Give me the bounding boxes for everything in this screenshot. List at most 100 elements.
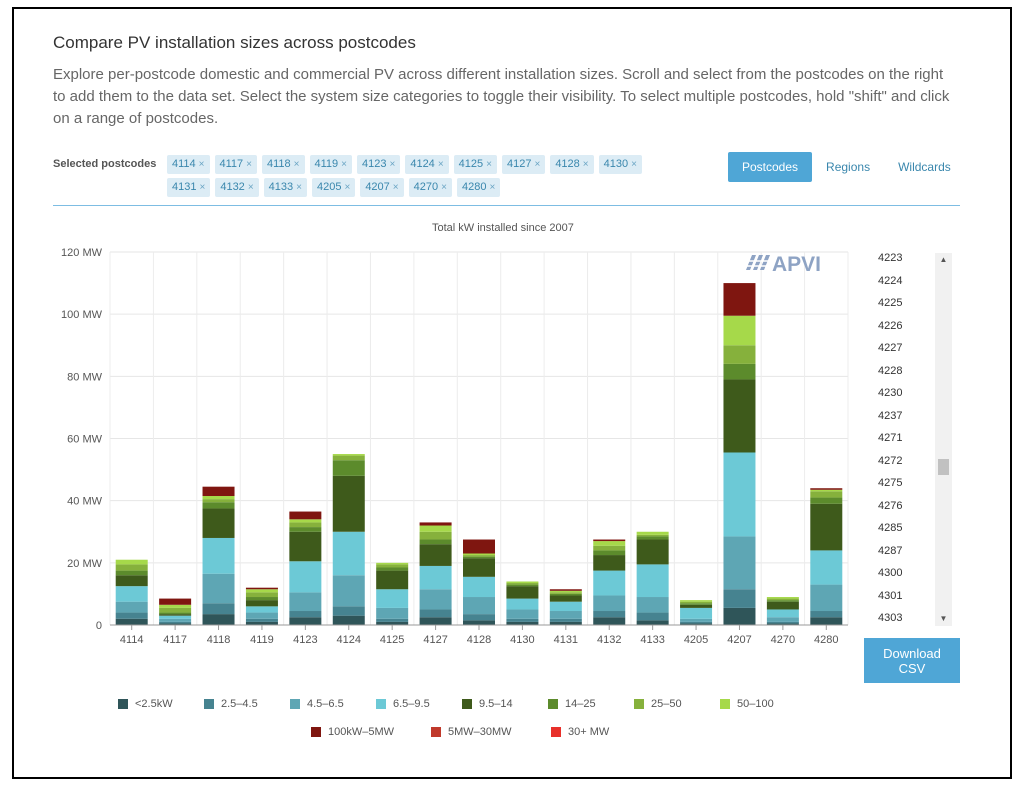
legend-item[interactable]: 30+ MW [551, 726, 621, 738]
postcode-list-item[interactable]: 4228 [878, 364, 903, 377]
x-tick-label: 4128 [467, 634, 491, 646]
bar-segment [202, 486, 235, 497]
postcode-list-item[interactable]: 4275 [878, 477, 903, 489]
postcode-chip-4117[interactable]: 4117 × [214, 155, 257, 174]
tab-postcodes[interactable]: Postcodes [728, 152, 813, 182]
postcode-list-item[interactable]: 4301 [878, 589, 903, 602]
apvi-watermark-text: APVI [772, 253, 821, 276]
postcode-chip-4270[interactable]: 4270 × [408, 178, 452, 197]
remove-icon[interactable]: × [341, 159, 347, 170]
legend-item[interactable]: 50–100 [720, 698, 806, 710]
legend-item[interactable]: 25–50 [634, 698, 720, 710]
bar-stack-4117 [159, 598, 192, 625]
tab-wildcards[interactable]: Wildcards [898, 160, 951, 174]
x-tick-label: 4117 [163, 634, 187, 646]
chart-bars [115, 283, 843, 625]
postcode-list-item[interactable]: 4227 [878, 342, 903, 354]
remove-icon[interactable]: × [199, 182, 206, 193]
postcode-chip-4124[interactable]: 4124 × [405, 155, 449, 174]
remove-icon[interactable]: × [344, 182, 351, 193]
postcode-list-item[interactable]: 4237 [878, 409, 903, 422]
bar-segment [766, 597, 799, 599]
postcode-list-item[interactable]: 4287 [878, 544, 903, 557]
bar-segment [593, 541, 626, 546]
postcode-list-scrollbar[interactable]: ▲ ▼ [935, 253, 952, 626]
remove-icon[interactable]: × [582, 159, 589, 170]
x-tick-label: 4125 [380, 634, 404, 646]
postcode-chip-4132[interactable]: 4132 × [215, 178, 259, 197]
bar-segment [289, 519, 322, 523]
legend-item[interactable]: 4.5–6.5 [290, 698, 376, 710]
postcode-chip-4131[interactable]: 4131 × [167, 178, 211, 197]
bar-segment [289, 611, 322, 618]
postcode-chip-4207[interactable]: 4207 × [360, 178, 404, 197]
bar-stack-4125 [376, 562, 409, 625]
triangle-down-icon[interactable]: ▼ [939, 614, 948, 623]
postcode-list-item[interactable]: 4224 [878, 274, 903, 287]
postcode-chip-4130[interactable]: 4130 × [598, 155, 642, 174]
postcode-list-item[interactable]: 4272 [878, 454, 903, 467]
bar-segment [636, 539, 669, 565]
legend-item[interactable]: <2.5kW [118, 698, 204, 710]
bar-segment [159, 612, 192, 615]
legend-label: 5MW–30MW [448, 726, 512, 738]
legend-item[interactable]: 14–25 [548, 698, 634, 710]
remove-icon[interactable]: × [486, 159, 492, 170]
postcode-chip-4125[interactable]: 4125 × [453, 155, 497, 174]
postcode-list-item[interactable]: 4271 [878, 432, 903, 444]
remove-icon[interactable]: × [392, 182, 399, 193]
legend-swatch [290, 699, 300, 709]
legend-item[interactable]: 5MW–30MW [431, 726, 551, 738]
postcode-list-item[interactable]: 4225 [878, 297, 903, 309]
remove-icon[interactable]: × [246, 159, 252, 170]
bar-segment [766, 601, 799, 610]
postcode-list-item[interactable]: 4303 [878, 612, 903, 624]
chip-label: 4123 [362, 158, 387, 170]
bar-segment [202, 496, 235, 500]
triangle-up-icon[interactable]: ▲ [939, 255, 948, 264]
remove-icon[interactable]: × [437, 159, 444, 170]
postcode-list-item[interactable]: 4223 [878, 252, 903, 264]
scrollbar-thumb[interactable] [938, 459, 949, 475]
bar-stack-4119 [245, 587, 278, 625]
postcode-chip-4205[interactable]: 4205 × [311, 178, 356, 197]
remove-icon[interactable]: × [293, 159, 300, 170]
postcode-chip-4123[interactable]: 4123 × [357, 155, 401, 174]
remove-icon[interactable]: × [296, 182, 302, 193]
remove-icon[interactable]: × [389, 159, 396, 170]
remove-icon[interactable]: × [198, 159, 205, 170]
tab-regions[interactable]: Regions [826, 160, 871, 174]
chip-label: 4132 [220, 181, 245, 193]
postcode-list-item[interactable]: 4285 [878, 522, 903, 534]
remove-icon[interactable]: × [247, 182, 254, 193]
postcode-chip-4280[interactable]: 4280 × [456, 178, 501, 197]
postcode-chip-4128[interactable]: 4128 × [550, 155, 594, 174]
postcode-chip-4127[interactable]: 4127 × [501, 155, 546, 174]
remove-icon[interactable]: × [489, 182, 496, 193]
postcode-chip-4119[interactable]: 4119 × [309, 155, 352, 174]
legend-item[interactable]: 9.5–14 [462, 698, 548, 710]
postcode-list-item[interactable]: 4230 [878, 387, 903, 399]
remove-icon[interactable]: × [534, 159, 541, 170]
legend-item[interactable]: 100kW–5MW [311, 726, 431, 738]
bar-segment [549, 592, 582, 594]
bar-segment [549, 589, 582, 591]
postcode-list[interactable]: 4223 4224 4225 4226 4227 4228 4230 4237 4271 4272… [864, 247, 936, 629]
bar-segment [159, 607, 192, 613]
postcode-chip-4118[interactable]: 4118 × [262, 155, 305, 174]
postcode-chip-4133[interactable]: 4133 × [263, 178, 307, 197]
bar-segment [636, 531, 669, 535]
download-csv-button[interactable]: Download CSV [864, 638, 960, 683]
postcode-list-item[interactable]: 4300 [878, 567, 903, 579]
remove-icon[interactable]: × [441, 182, 447, 193]
postcode-list-item[interactable]: 4276 [878, 499, 903, 512]
postcode-list-item[interactable]: 4226 [878, 319, 903, 332]
postcode-chip-4114[interactable]: 4114 × [167, 155, 210, 174]
legend-item[interactable]: 6.5–9.5 [376, 698, 462, 710]
remove-icon[interactable]: × [631, 159, 637, 170]
bar-segment [680, 603, 713, 605]
bar-segment [810, 617, 843, 625]
legend-item[interactable]: 2.5–4.5 [204, 698, 290, 710]
bar-segment [289, 527, 322, 532]
x-tick-label: 4205 [684, 634, 708, 646]
